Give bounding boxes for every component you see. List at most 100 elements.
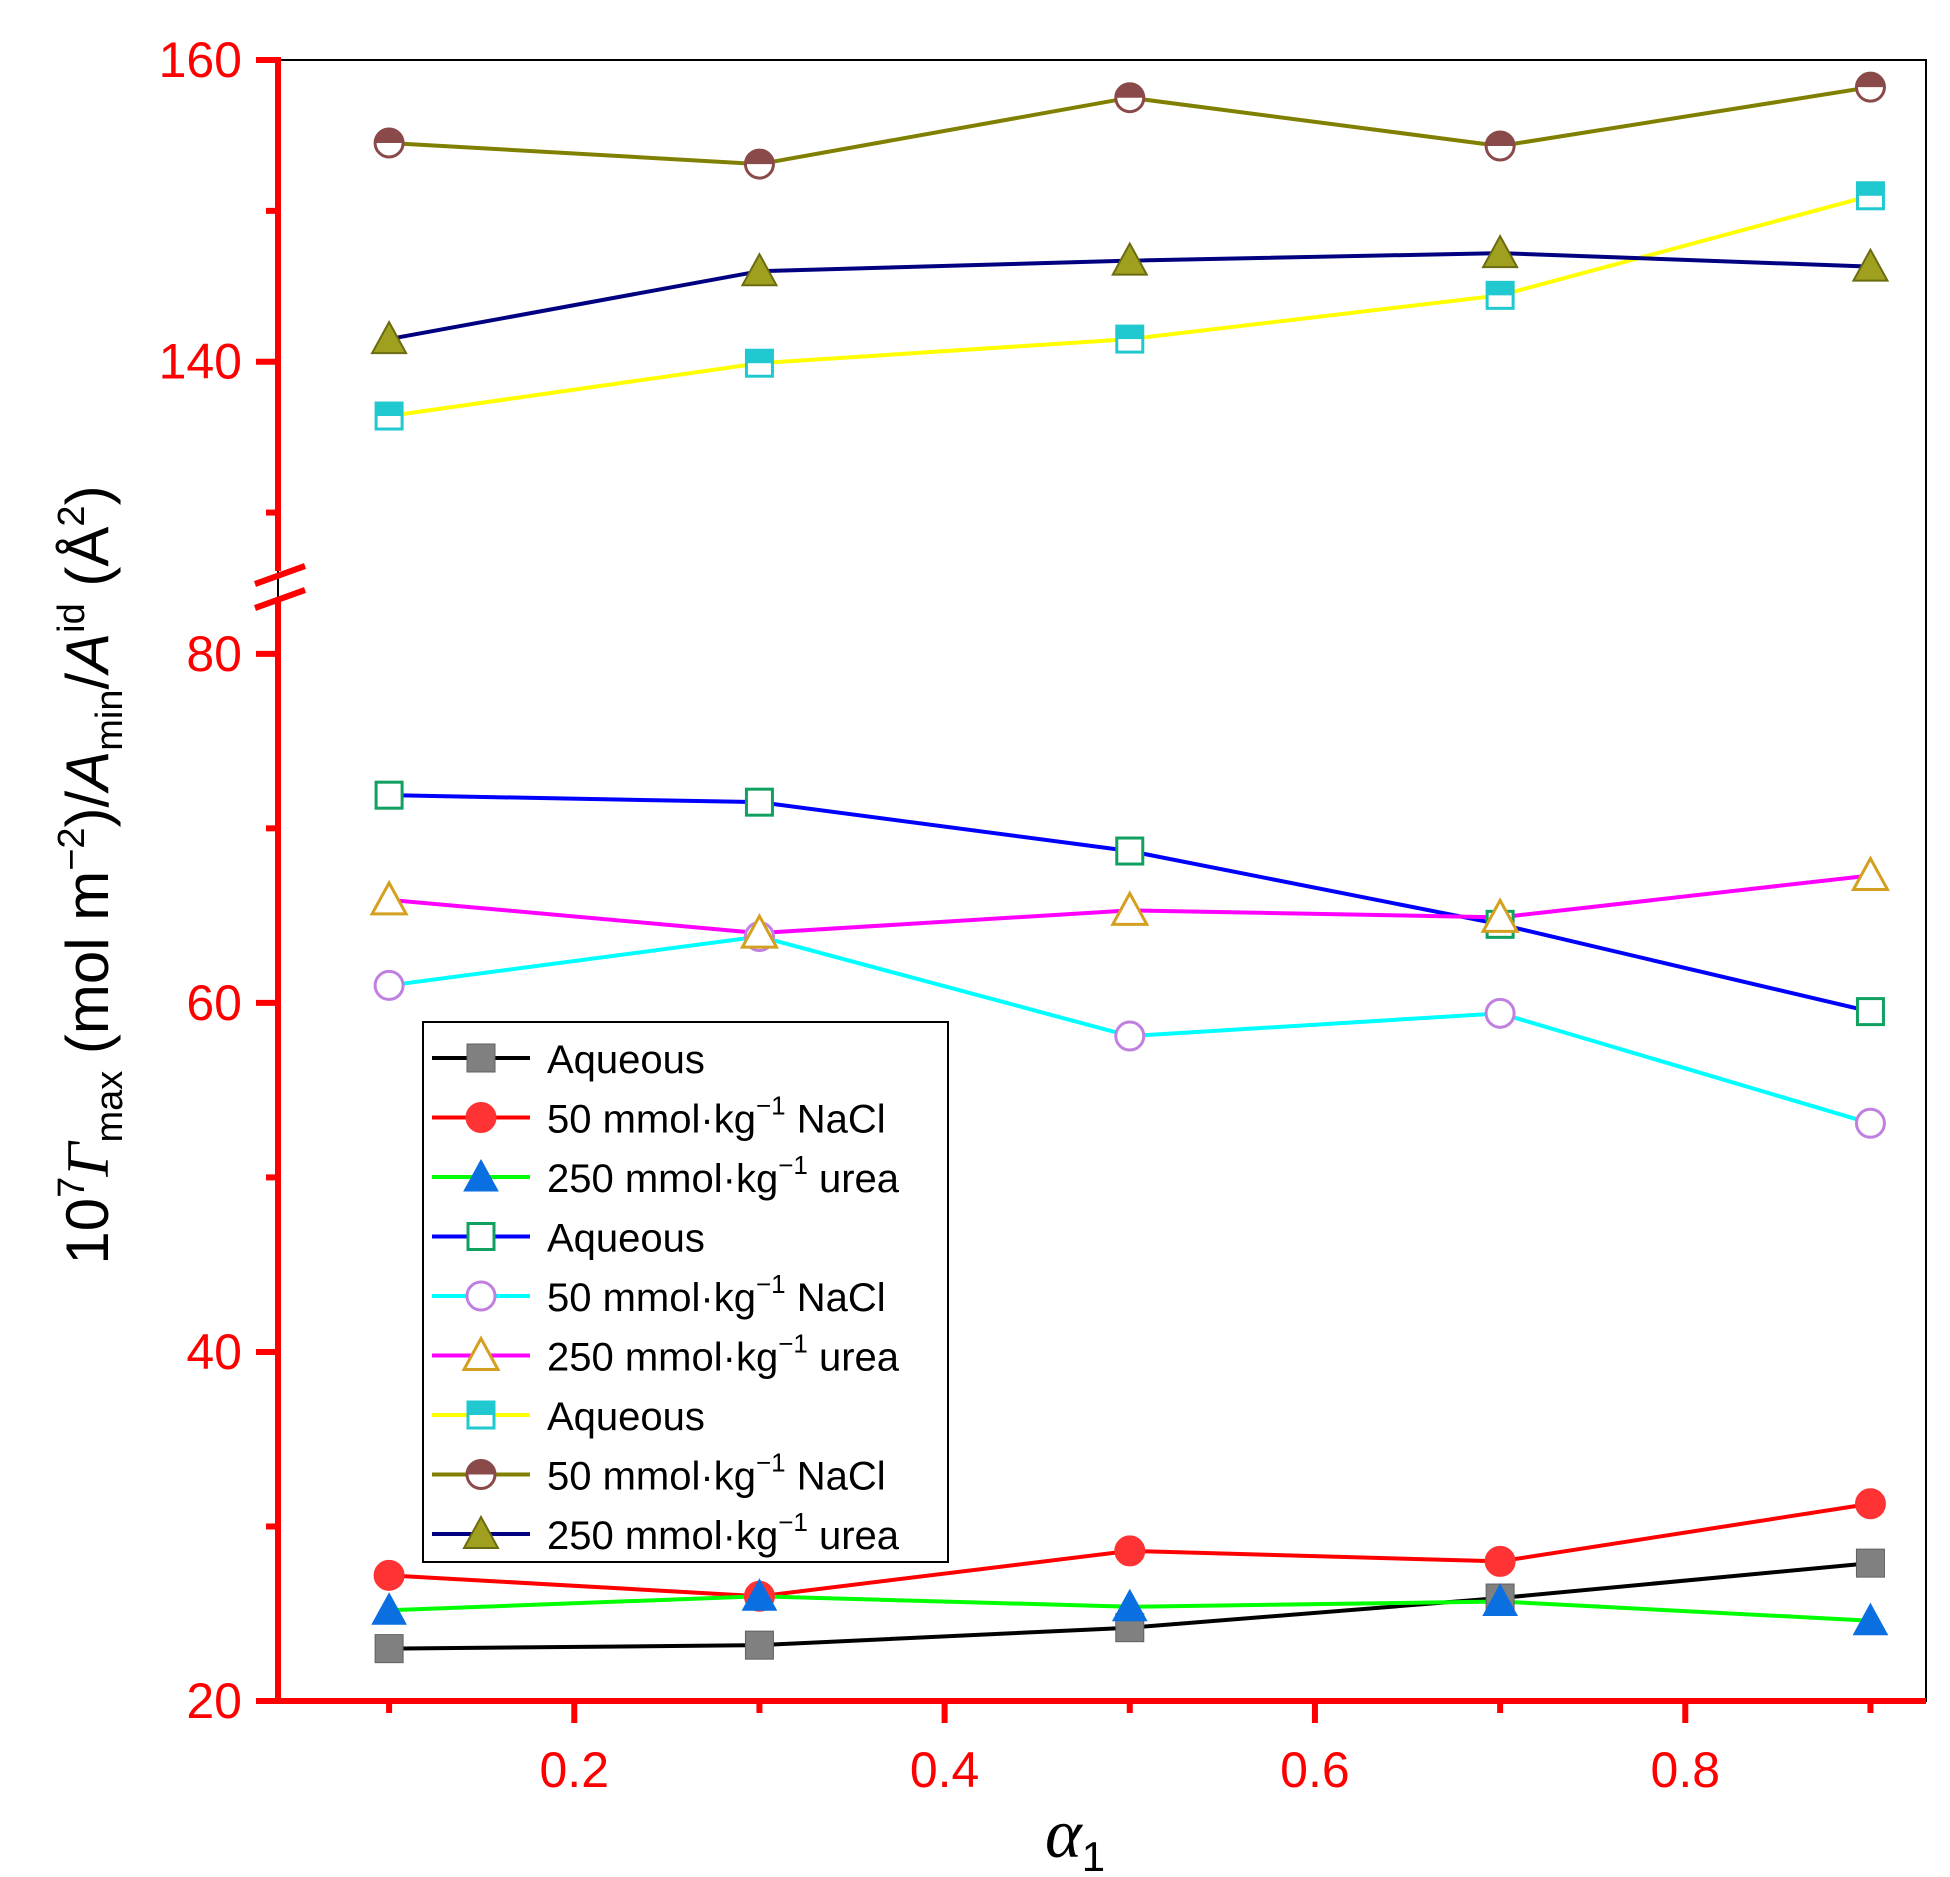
- data-point: [373, 127, 405, 159]
- legend-item-7: Aqueous: [432, 1395, 705, 1439]
- legend-marker: [465, 1102, 497, 1133]
- legend-marker: [462, 1514, 500, 1549]
- data-point: [1851, 247, 1890, 282]
- x-tick-label: 0.2: [540, 1742, 610, 1798]
- ylabel-mid2: )/: [54, 790, 121, 827]
- ylabel-mid3: (Å: [54, 527, 121, 604]
- legend-item-6: 250 mmol·kg−1 urea: [432, 1329, 900, 1380]
- data-point: [1855, 997, 1885, 1027]
- data-point: [739, 912, 779, 949]
- legend-item-3: 250 mmol·kg−1 urea: [432, 1150, 900, 1201]
- ylabel-pre: 10: [54, 1198, 121, 1265]
- legend-label: 250 mmol·kg−1 urea: [547, 1329, 900, 1380]
- axes-layer: 0.2 0.4 0.6 0.8 20 40 60 80 140 160: [159, 32, 1926, 1798]
- data-point: [1115, 324, 1145, 354]
- axis-break-mark: [253, 563, 307, 587]
- y-tick-label: 160: [159, 32, 242, 88]
- data-point: [1854, 1488, 1886, 1520]
- data-point: [741, 1578, 778, 1611]
- legend-marker: [466, 1043, 496, 1073]
- legend-item-5: 50 mmol·kg−1 NaCl: [432, 1269, 886, 1320]
- ylabel-sup3: id: [51, 603, 93, 633]
- data-point: [1482, 1583, 1518, 1617]
- xlabel-sub: 1: [1082, 1833, 1105, 1877]
- legend-marker: [465, 1280, 497, 1312]
- legend-label: 250 mmol·kg−1 urea: [547, 1507, 900, 1558]
- data-point: [370, 320, 408, 355]
- data-point: [1110, 890, 1150, 926]
- data-point: [1855, 181, 1885, 211]
- xlabel-main: α: [1045, 1796, 1083, 1873]
- ylabel-sup2: −2: [51, 827, 93, 870]
- legend-label: Aqueous: [547, 1038, 705, 1082]
- legend-item-4: Aqueous: [432, 1217, 705, 1261]
- data-point: [1481, 234, 1519, 269]
- data-point: [1485, 280, 1515, 310]
- data-point: [1114, 82, 1146, 114]
- y-tick-label: 80: [186, 626, 242, 682]
- series-9-markers: [370, 234, 1890, 355]
- legend-marker: [466, 1400, 496, 1430]
- series-7-markers: [374, 181, 1885, 431]
- data-point: [1111, 241, 1149, 276]
- legend-item-8: 50 mmol·kg−1 NaCl: [432, 1448, 886, 1499]
- ylabel-sup1: 7: [51, 1177, 93, 1198]
- data-point: [1114, 1535, 1146, 1567]
- data-point: [744, 787, 774, 817]
- data-point: [1480, 897, 1520, 933]
- legend-label: 250 mmol·kg−1 urea: [547, 1150, 900, 1201]
- x-axis-label: α1: [1045, 1796, 1105, 1877]
- data-point: [744, 348, 774, 378]
- ylabel-sub1: max: [89, 1071, 131, 1143]
- legend-label: 50 mmol·kg−1 NaCl: [547, 1448, 886, 1499]
- x-tick-label: 0.8: [1651, 1742, 1721, 1798]
- data-point: [1852, 1602, 1889, 1636]
- data-point: [740, 252, 779, 287]
- data-point: [743, 148, 775, 180]
- legend: Aqueous 50 mmol·kg−1 NaCl 250 mmol·kg−1 ur…: [422, 1021, 949, 1563]
- legend-marker: [463, 1158, 499, 1192]
- legend-label: 50 mmol·kg−1 NaCl: [547, 1269, 886, 1320]
- data-point: [371, 1592, 407, 1625]
- legend-label: Aqueous: [547, 1395, 705, 1439]
- legend-label: 50 mmol·kg−1 NaCl: [547, 1091, 886, 1142]
- ylabel-end: ): [54, 485, 121, 505]
- data-point: [1854, 1107, 1886, 1139]
- data-point: [1111, 1588, 1148, 1622]
- data-point: [374, 1634, 404, 1664]
- x-tick-label: 0.6: [1280, 1742, 1350, 1798]
- series-8-markers: [373, 71, 1886, 180]
- ylabel-slash: /: [54, 673, 121, 690]
- legend-item-2: 50 mmol·kg−1 NaCl: [432, 1091, 886, 1142]
- legend-label: Aqueous: [547, 1217, 705, 1261]
- legend-items: Aqueous 50 mmol·kg−1 NaCl 250 mmol·kg−1 ur…: [432, 1038, 900, 1558]
- data-point: [1484, 1545, 1516, 1577]
- axis-break-mark: [253, 587, 307, 611]
- series-layer: [369, 71, 1890, 1664]
- y-axis-label: 107Γmax (mol m−2)/Amin/Aid (Å2): [51, 485, 131, 1264]
- data-point: [1114, 1020, 1146, 1052]
- data-point: [1115, 836, 1145, 866]
- legend-item-9: 250 mmol·kg−1 urea: [432, 1507, 900, 1558]
- legend-marker: [461, 1335, 501, 1371]
- series-7-aid-aqueous: [388, 193, 1871, 419]
- data-point: [1484, 130, 1516, 162]
- legend-marker: [466, 1222, 496, 1251]
- y-tick-label: 40: [186, 1324, 242, 1380]
- data-point: [1854, 71, 1886, 103]
- y-tick-label: 140: [159, 334, 242, 390]
- legend-box: [422, 1021, 949, 1563]
- data-point: [369, 879, 409, 916]
- data-point: [1484, 997, 1516, 1029]
- data-point: [373, 1559, 405, 1591]
- legend-marker: [465, 1459, 497, 1490]
- x-tick-label: 0.4: [910, 1742, 980, 1798]
- series-line: [388, 193, 1871, 419]
- series-6-markers: [369, 855, 1890, 949]
- data-point: [374, 780, 404, 810]
- data-point: [1855, 1548, 1885, 1578]
- ylabel-a2: A: [54, 633, 121, 676]
- ylabel-gamma: Γ: [55, 1140, 121, 1178]
- ylabel-sup4: 2: [51, 505, 93, 526]
